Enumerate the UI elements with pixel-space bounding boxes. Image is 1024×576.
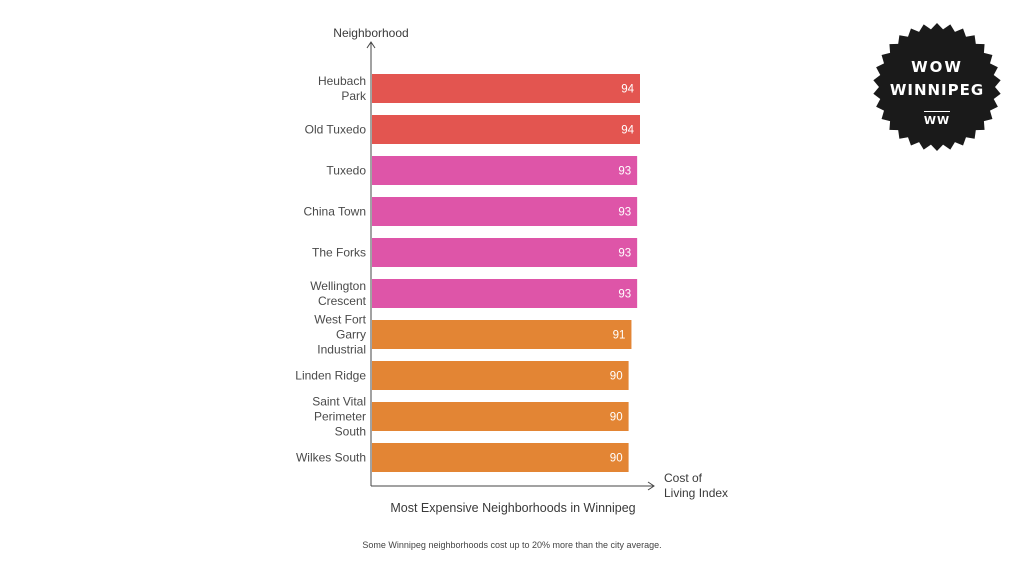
category-label: Wilkes South	[296, 451, 366, 465]
category-label: Industrial	[317, 343, 366, 357]
x-axis-arrow	[647, 481, 655, 491]
category-label: Wellington	[310, 279, 366, 293]
bar	[372, 361, 629, 390]
bar-value-label: 93	[618, 166, 631, 178]
x-axis-title-line: Living Index	[664, 486, 728, 500]
chart-title: Most Expensive Neighborhoods in Winnipeg	[390, 501, 635, 515]
category-label: Perimeter	[314, 410, 366, 424]
category-label: Old Tuxedo	[305, 123, 367, 137]
bar	[372, 402, 629, 431]
category-label: Saint Vital	[312, 395, 366, 409]
bar-value-label: 93	[618, 248, 631, 260]
bar	[372, 156, 638, 185]
y-axis-title: Neighborhood	[333, 26, 408, 40]
wow-winnipeg-logo: WOW WINNIPEG WW	[872, 22, 1002, 152]
category-label: Garry	[336, 328, 366, 342]
y-axis-arrow	[366, 41, 376, 49]
bar	[372, 197, 638, 226]
category-label: West Fort	[314, 313, 366, 327]
bar-value-label: 93	[618, 207, 631, 219]
category-label: Heubach	[318, 74, 366, 88]
category-label: The Forks	[312, 246, 366, 260]
category-label: China Town	[304, 205, 366, 219]
category-label: Tuxedo	[326, 164, 366, 178]
logo-line-3: WW	[923, 114, 951, 127]
category-label: Linden Ridge	[295, 369, 366, 383]
bar	[372, 279, 638, 308]
category-label: Park	[341, 89, 367, 103]
bar-value-label: 94	[621, 125, 634, 137]
bar	[372, 443, 629, 472]
chart-caption: Some Winnipeg neighborhoods cost up to 2…	[362, 540, 662, 550]
bar-value-label: 93	[618, 289, 631, 301]
category-label: Crescent	[318, 294, 367, 308]
bar-value-label: 90	[610, 453, 623, 465]
bar-value-label: 94	[621, 84, 634, 96]
logo-line-1: WOW	[911, 58, 963, 76]
logo-rule	[924, 111, 950, 112]
bar	[372, 115, 640, 144]
bar-value-label: 90	[610, 412, 623, 424]
category-label: South	[335, 425, 366, 439]
bar-value-label: 91	[613, 330, 626, 342]
bar	[372, 238, 638, 267]
bar	[372, 320, 632, 349]
logo-seal-shape	[873, 23, 1001, 151]
x-axis-title-line: Cost of	[664, 471, 703, 485]
bar	[372, 74, 640, 103]
bar-value-label: 90	[610, 371, 623, 383]
logo-line-2: WINNIPEG	[889, 81, 985, 99]
